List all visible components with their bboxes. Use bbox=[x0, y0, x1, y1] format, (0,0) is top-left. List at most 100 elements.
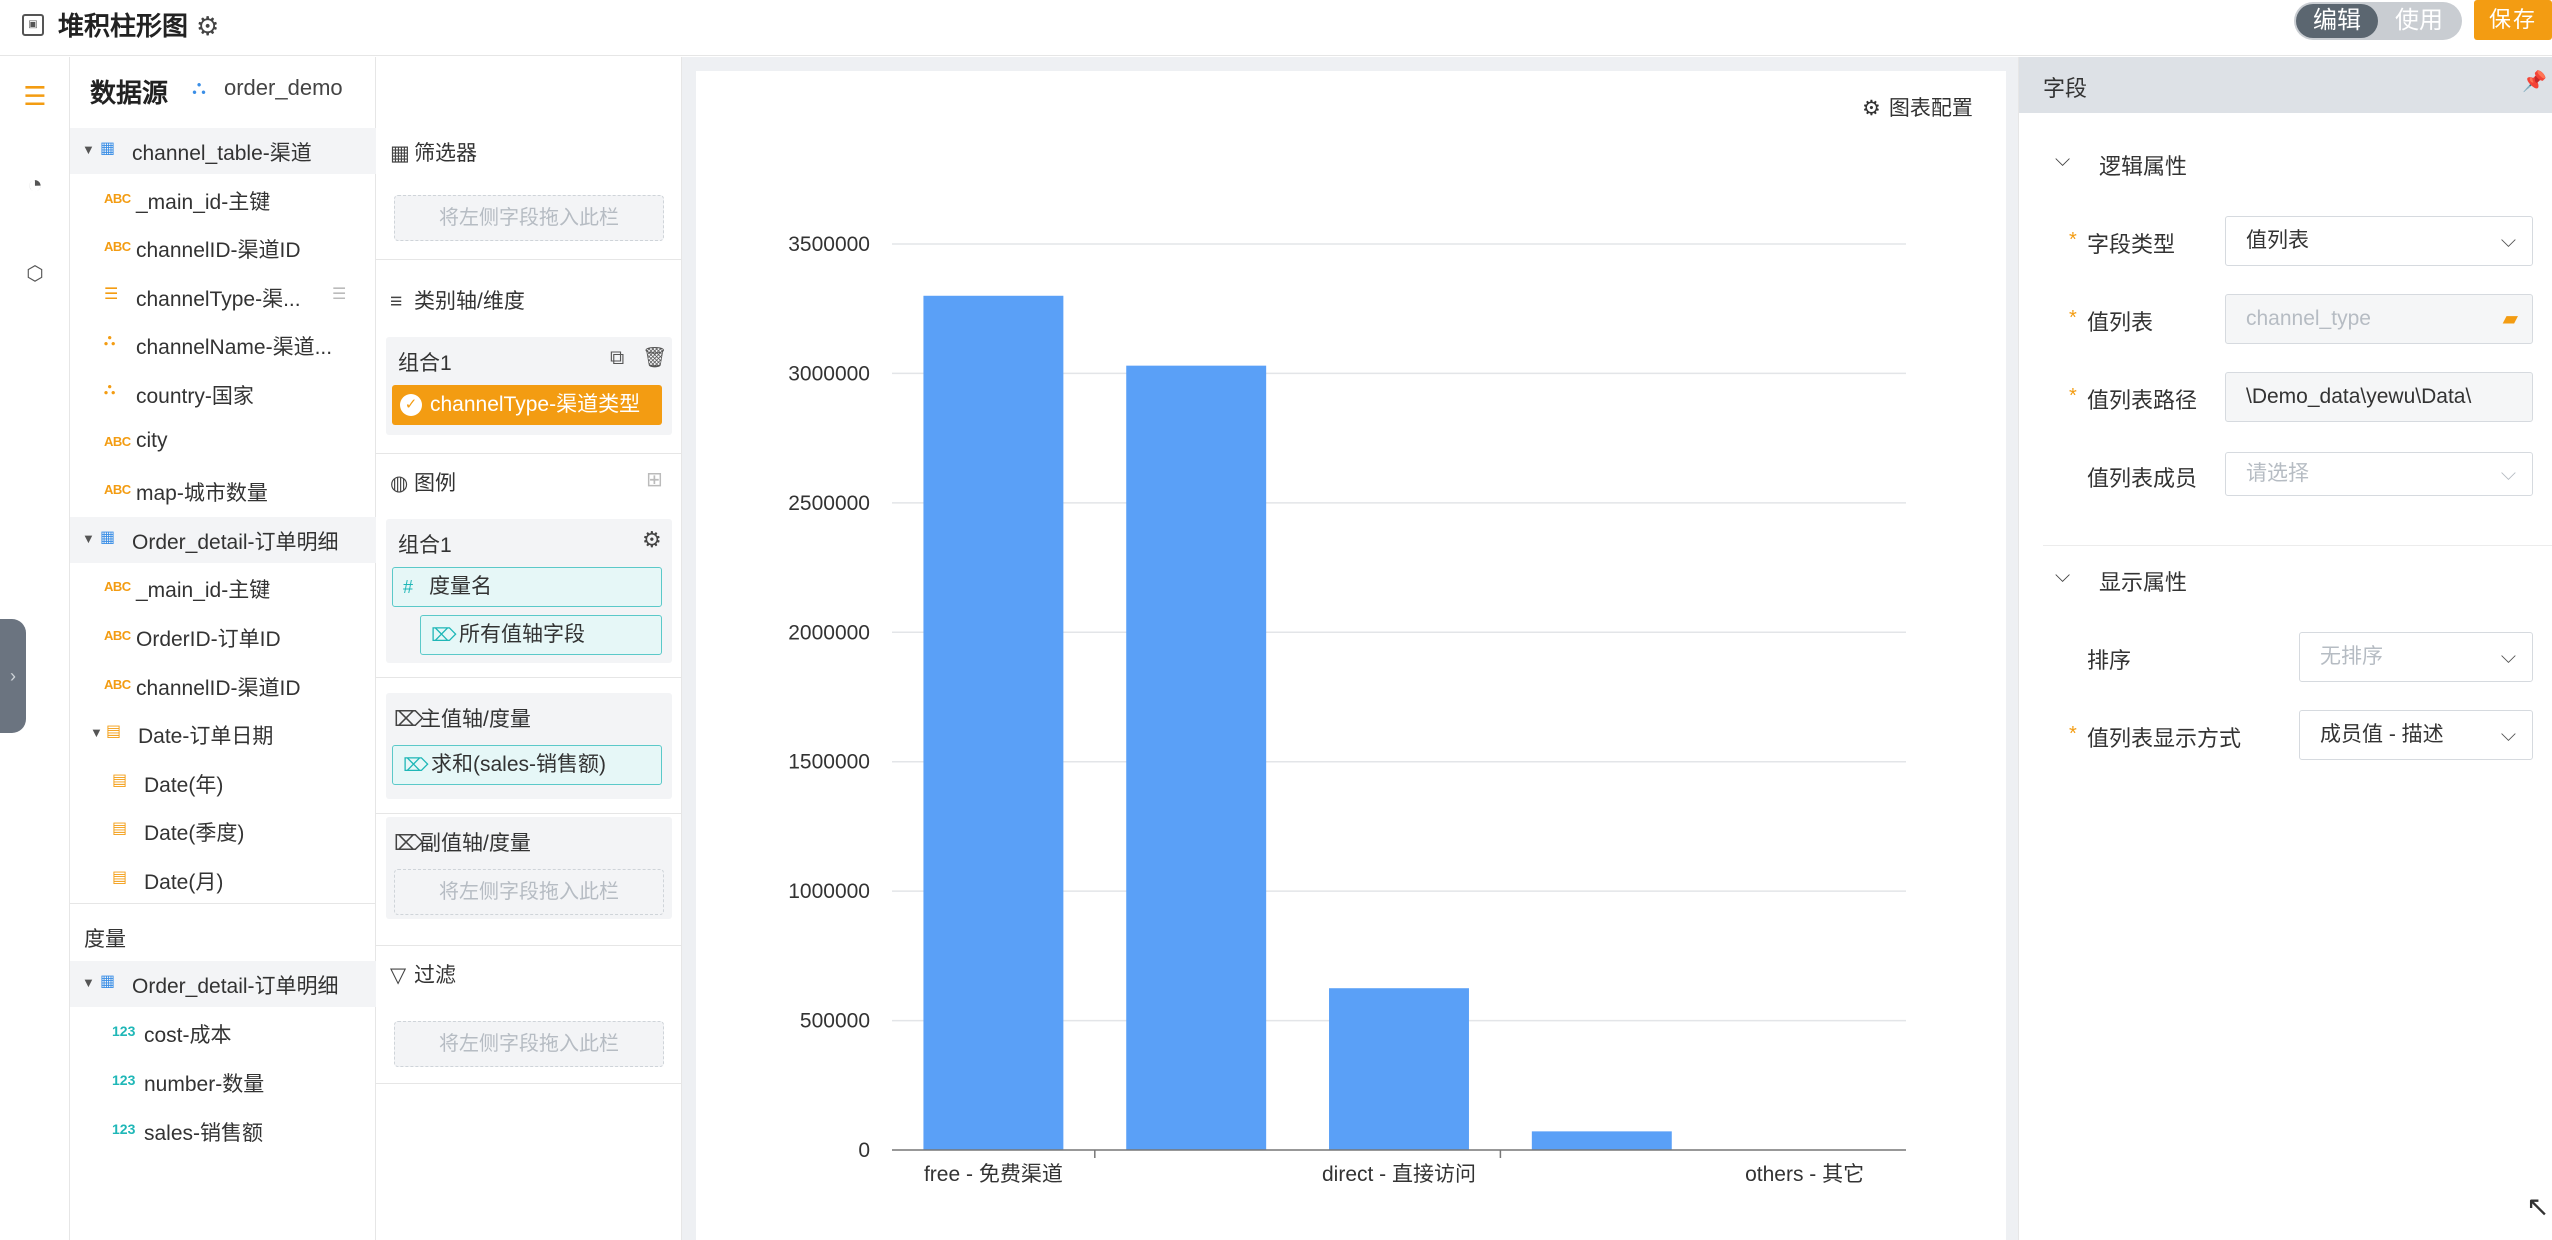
category-field-pill[interactable]: ✓ channelType-渠道类型 bbox=[392, 385, 662, 425]
tree-table-node[interactable]: ▼ ▦ channel_table-渠道 bbox=[70, 128, 376, 174]
tree-field-item[interactable]: 123 cost-成本 bbox=[70, 1010, 376, 1056]
datasource-icon[interactable]: ☰ bbox=[23, 81, 47, 111]
tree-field-item[interactable]: ABC _main_id-主键 bbox=[70, 177, 376, 223]
tree-item-label: channelID-渠道ID bbox=[136, 676, 301, 700]
datasource-model-name[interactable]: order_demo bbox=[224, 75, 343, 100]
js-script-icon[interactable]: ⬡ bbox=[26, 263, 44, 285]
value-list-member-label: 值列表成员 bbox=[2087, 466, 2198, 491]
tree-item-label: channelName-渠道... bbox=[136, 336, 333, 360]
tree-item-label: Date(月) bbox=[144, 871, 224, 894]
tree-item-label: channelType-渠... bbox=[136, 287, 301, 311]
tree-field-item[interactable]: ABC _main_id-主键 bbox=[70, 565, 376, 611]
delete-icon[interactable]: 🗑 bbox=[642, 347, 668, 369]
datasource-panel: 数据源 ⛬ order_demo ▼ ▦ channel_table-渠道 ABC _m… bbox=[70, 57, 376, 1240]
tree-field-item[interactable]: ⛬ channelName-渠道... bbox=[70, 322, 376, 368]
divider bbox=[376, 259, 682, 260]
date-type-icon: ▤ bbox=[106, 723, 122, 741]
tree-field-item[interactable]: ABC OrderID-订单ID bbox=[70, 614, 376, 660]
tree-field-item[interactable]: ▤ Date(年) bbox=[70, 760, 376, 806]
measure-name-pill[interactable]: # 度量名 bbox=[392, 567, 662, 607]
sub-axis-dropzone[interactable]: 将左侧字段拖入此栏 bbox=[394, 869, 664, 915]
tree-field-item[interactable]: ABC channelID-渠道ID bbox=[70, 225, 376, 271]
bar[interactable] bbox=[1531, 1131, 1672, 1150]
chart-config-button[interactable]: ⚙ 图表配置 bbox=[1862, 97, 1973, 120]
logic-section-title[interactable]: ⌵ 逻辑属性 bbox=[2055, 149, 2188, 179]
tree-table-node[interactable]: ▼ ▦ Order_detail-订单明细 bbox=[70, 961, 376, 1007]
sub-axis-title: ⌦副值轴/度量 bbox=[394, 832, 531, 855]
caret-down-icon[interactable]: ▼ bbox=[82, 975, 95, 990]
properties-header: 字段 📌 bbox=[2019, 57, 2552, 113]
copy-icon[interactable]: ⧉ bbox=[610, 347, 625, 369]
tree-field-item[interactable]: ABC channelID-渠道ID bbox=[70, 663, 376, 709]
filter-section-title: ▦ 筛选器 bbox=[390, 142, 477, 165]
caret-down-icon[interactable]: ▼ bbox=[90, 725, 103, 741]
main-axis-field-pill[interactable]: ⌦ 求和(sales-销售额) bbox=[392, 745, 662, 785]
geo-type-icon: ⛬ bbox=[104, 381, 116, 398]
more-options-icon[interactable]: ☰ bbox=[332, 285, 347, 303]
tree-field-item[interactable]: ⛬ country-国家 bbox=[70, 371, 376, 417]
mode-use-button[interactable]: 使用 bbox=[2395, 7, 2443, 34]
value-list-input[interactable]: channel_type ▰ bbox=[2225, 294, 2533, 344]
category-group-label: 组合1 bbox=[398, 352, 452, 375]
tree-field-item[interactable]: ☰ channelType-渠... ☰ bbox=[70, 274, 376, 320]
tree-field-item[interactable]: ▤ Date(季度) bbox=[70, 808, 376, 854]
measure-tag-icon: ⌦ bbox=[394, 708, 424, 731]
page-title: 堆积柱形图 bbox=[58, 11, 189, 41]
tree-item-label: Date(季度) bbox=[144, 822, 245, 846]
y-tick-label: 1500000 bbox=[788, 751, 870, 774]
tree-field-item[interactable]: 123 sales-销售额 bbox=[70, 1108, 376, 1154]
tree-item-label: Order_detail-订单明细 bbox=[132, 530, 339, 554]
tree-field-item[interactable]: ABC map-城市数量 bbox=[70, 468, 376, 514]
field-tree: ▼ ▦ channel_table-渠道 ABC _main_id-主键 ABC chann… bbox=[70, 128, 376, 898]
y-tick-label: 1000000 bbox=[788, 880, 870, 903]
category-section-title: ≡ 类别轴/维度 bbox=[390, 290, 525, 313]
palette-icon: ◍ bbox=[390, 472, 409, 495]
sort-select[interactable]: 无排序 ⌵ bbox=[2299, 632, 2533, 682]
x-tick-label: free - 免费渠道 bbox=[924, 1163, 1063, 1186]
tree-table-node[interactable]: ▼ ▦ Order_detail-订单明细 bbox=[70, 516, 376, 563]
measure-tag-icon: ⌦ bbox=[403, 755, 429, 775]
value-list-member-select[interactable]: 请选择 ⌵ bbox=[2225, 452, 2533, 496]
tree-field-item[interactable]: ABC city bbox=[70, 420, 376, 466]
tree-field-item[interactable]: ▤ Date(月) bbox=[70, 857, 376, 898]
all-values-pill[interactable]: ⌦ 所有值轴字段 bbox=[420, 615, 662, 655]
y-tick-label: 2000000 bbox=[788, 621, 870, 644]
num-type-icon: 123 bbox=[112, 1023, 136, 1039]
main-axis-group: ⌦主值轴/度量 ⌦ 求和(sales-销售额) bbox=[386, 693, 672, 799]
tree-item-label: map-城市数量 bbox=[136, 482, 268, 506]
value-list-path-input[interactable]: \Demo_data\yewu\Data\ bbox=[2225, 372, 2533, 422]
field-type-select[interactable]: 值列表 ⌵ bbox=[2225, 216, 2533, 266]
save-button[interactable]: 保存 bbox=[2474, 0, 2552, 40]
legend-settings-gear-icon[interactable]: ⚙ bbox=[642, 527, 662, 552]
mode-toggle[interactable]: 编辑 使用 bbox=[2294, 2, 2462, 40]
add-legend-icon[interactable]: ⊞ bbox=[646, 469, 663, 491]
folder-icon[interactable]: ▰ bbox=[2502, 308, 2518, 330]
display-mode-select[interactable]: 成员值 - 描述 ⌵ bbox=[2299, 710, 2533, 760]
list-type-icon: ☰ bbox=[104, 285, 119, 303]
caret-down-icon[interactable]: ▼ bbox=[82, 530, 95, 546]
display-mode-label: * 值列表显示方式 bbox=[2069, 723, 2242, 751]
date-type-icon: ▤ bbox=[112, 869, 128, 886]
chart-icon[interactable]: ◔ bbox=[27, 169, 43, 199]
tree-item-label: country-国家 bbox=[136, 385, 254, 408]
tree-field-item[interactable]: ▼ ▤ Date-订单日期 bbox=[70, 711, 376, 757]
tree-field-item[interactable]: 123 number-数量 bbox=[70, 1059, 376, 1105]
tree-item-label: city bbox=[136, 428, 168, 452]
pin-icon[interactable]: 📌 bbox=[2522, 71, 2547, 93]
tree-item-label: _main_id-主键 bbox=[136, 579, 271, 603]
bar[interactable] bbox=[1126, 365, 1267, 1151]
mode-edit-button[interactable]: 编辑 bbox=[2296, 4, 2378, 38]
legend-group: 组合1 ⚙ # 度量名 ⌦ 所有值轴字段 bbox=[386, 519, 672, 663]
top-bar: ▣ 堆积柱形图 ⚙ 编辑 使用 保存 bbox=[0, 0, 2552, 56]
panel-expand-handle[interactable]: › bbox=[0, 619, 26, 733]
chart-axes: 0 500000 1000000 1500000 2000000 2500000 30000… bbox=[788, 233, 1906, 1186]
divider bbox=[376, 1083, 682, 1084]
display-section-title[interactable]: ⌵ 显示属性 bbox=[2055, 565, 2188, 595]
bar[interactable] bbox=[1329, 988, 1469, 1150]
chevron-down-icon: ⌵ bbox=[2500, 646, 2516, 668]
caret-down-icon[interactable]: ▼ bbox=[82, 142, 95, 157]
filter2-dropzone[interactable]: 将左侧字段拖入此栏 bbox=[394, 1021, 664, 1067]
title-settings-gear-icon[interactable]: ⚙ bbox=[196, 11, 220, 41]
filter-dropzone[interactable]: 将左侧字段拖入此栏 bbox=[394, 195, 664, 241]
bar[interactable] bbox=[923, 295, 1064, 1150]
